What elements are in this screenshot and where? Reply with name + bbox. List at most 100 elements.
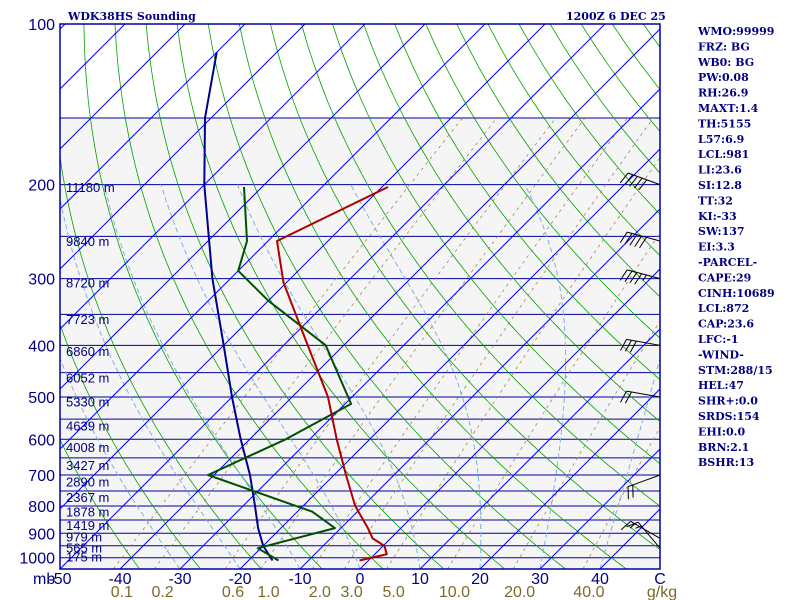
height-label: 8720 m [66, 275, 109, 290]
wind-barb-staff [627, 172, 661, 186]
height-label: 1419 m [66, 518, 109, 533]
dry-adiabat [270, 24, 660, 550]
dry-adiabat [301, 24, 660, 507]
chart-profiles [203, 52, 389, 562]
sounding-index: MAXT:1.4 [698, 102, 759, 115]
height-label: 1878 m [66, 505, 109, 520]
wind-barb-staff [630, 520, 661, 539]
dry-adiabat [456, 24, 660, 298]
isotherm-line [60, 24, 426, 390]
sounding-index: SHR+:0.0 [698, 395, 758, 408]
dry-adiabat [60, 438, 140, 569]
mixing-ratio-label: 10.0 [439, 584, 470, 600]
mixing-ratio-line [260, 117, 586, 569]
wind-barb-flag [626, 521, 639, 528]
mixing-ratio-label: 1.0 [257, 584, 279, 600]
pressure-label: 400 [28, 338, 55, 355]
wind-barb-flag [638, 179, 648, 191]
sounding-index: HEL:47 [698, 379, 744, 392]
sounding-index: LI:23.6 [698, 164, 742, 177]
pressure-label: 800 [28, 499, 55, 516]
indices-panel: WMO:99999 FRZ: BG WB0: BG PW:0.08 RH:26.9 MAX… [697, 25, 775, 469]
isotherm-line [60, 24, 366, 330]
height-label: 11180 m [66, 180, 115, 195]
pressure-label: 300 [28, 272, 55, 289]
isotherm-line [359, 268, 660, 569]
sounding-index: CINH:10689 [698, 287, 775, 300]
mixing-ratio-line [112, 117, 463, 569]
wind-barb-flag [624, 233, 633, 245]
mixing-ratio-label: 0.1 [111, 584, 133, 600]
wind-barb-flag [639, 237, 647, 249]
pressure-label: 100 [28, 17, 55, 34]
dry-adiabat [145, 24, 445, 569]
wind-barb-flag [624, 270, 633, 282]
wind-barb [619, 269, 661, 285]
height-label: 4008 m [66, 440, 109, 455]
height-label: 6860 m [66, 344, 109, 359]
wind-barb-staff [637, 521, 661, 549]
temperature-tick-label: 0 [356, 571, 365, 588]
isotherm-line [60, 24, 606, 569]
mixing-ratio-label: 2.0 [309, 584, 331, 600]
wind-barb-flag [624, 391, 632, 404]
sounding-index: CAPE:29 [698, 271, 751, 284]
sounding-index: BRN:2.1 [698, 441, 749, 454]
moist-adiabat [60, 196, 241, 569]
height-label: 7723 m [66, 312, 109, 327]
moist-adiabat [237, 184, 421, 569]
sounding-index: WB0: BG [697, 56, 754, 69]
sounding-index: -PARCEL- [698, 256, 757, 269]
mixing-ratio-label: 3.0 [340, 584, 362, 600]
wind-barbs [619, 172, 661, 549]
isotherm-line [239, 148, 660, 569]
sounding-index: EHI:0.0 [698, 425, 745, 438]
isotherm-line [60, 24, 486, 450]
temperature-tick-label: -40 [108, 571, 131, 588]
mixing-ratio-line [512, 320, 660, 569]
wind-barb [619, 172, 661, 191]
wind-barb-staff [627, 231, 661, 242]
sounding-index: LFC:-1 [698, 333, 739, 346]
moist-adiabat [599, 356, 660, 569]
pressure-label: 600 [28, 432, 55, 449]
wind-barb [619, 231, 661, 249]
isotherm-line [539, 448, 660, 569]
sounding-index: -WIND- [698, 348, 744, 361]
wind-barb-flag [629, 234, 638, 246]
temperature-tick-label: -10 [288, 571, 311, 588]
temperature-tick-label: -20 [228, 571, 251, 588]
dry-adiabat [363, 24, 660, 422]
wind-barb-flag [633, 177, 643, 189]
temperature-tick-label: 30 [531, 571, 549, 588]
mixing-ratio-label: 0.2 [151, 584, 173, 600]
wind-barb-flag [624, 174, 634, 185]
dry-adiabat [83, 24, 323, 569]
sounding-index: SRDS:154 [698, 410, 760, 423]
sounding-index: BSHR:13 [698, 456, 754, 469]
temperature-trace [276, 186, 389, 562]
chart-grid [60, 24, 660, 569]
isotherm-line [119, 28, 660, 569]
mixing-ratio-label: 0.6 [222, 584, 244, 600]
pressure-label: 500 [28, 390, 55, 407]
wind-barb-flag [634, 273, 643, 285]
mixing-ratio-label: 40.0 [573, 584, 604, 600]
sounding-index: FRZ: BG [698, 40, 750, 53]
sounding-index: CAP:23.6 [698, 318, 754, 331]
height-label: 3427 m [66, 458, 109, 473]
moist-adiabat [60, 356, 181, 569]
isotherm-line [60, 24, 246, 210]
dry-adiabat [425, 24, 660, 339]
wind-barb-flag [619, 231, 628, 243]
temperature-tick-label: 20 [471, 571, 489, 588]
pressure-label: 200 [28, 178, 55, 195]
sounding-index: WMO:99999 [697, 25, 774, 38]
mixing-ratio-label: 5.0 [383, 584, 405, 600]
isotherm-line [60, 24, 66, 30]
pressure-label: 900 [28, 526, 55, 543]
height-label: 565 m [66, 541, 102, 556]
sounding-index: STM:288/15 [698, 364, 773, 377]
height-label: 2890 m [66, 475, 109, 490]
